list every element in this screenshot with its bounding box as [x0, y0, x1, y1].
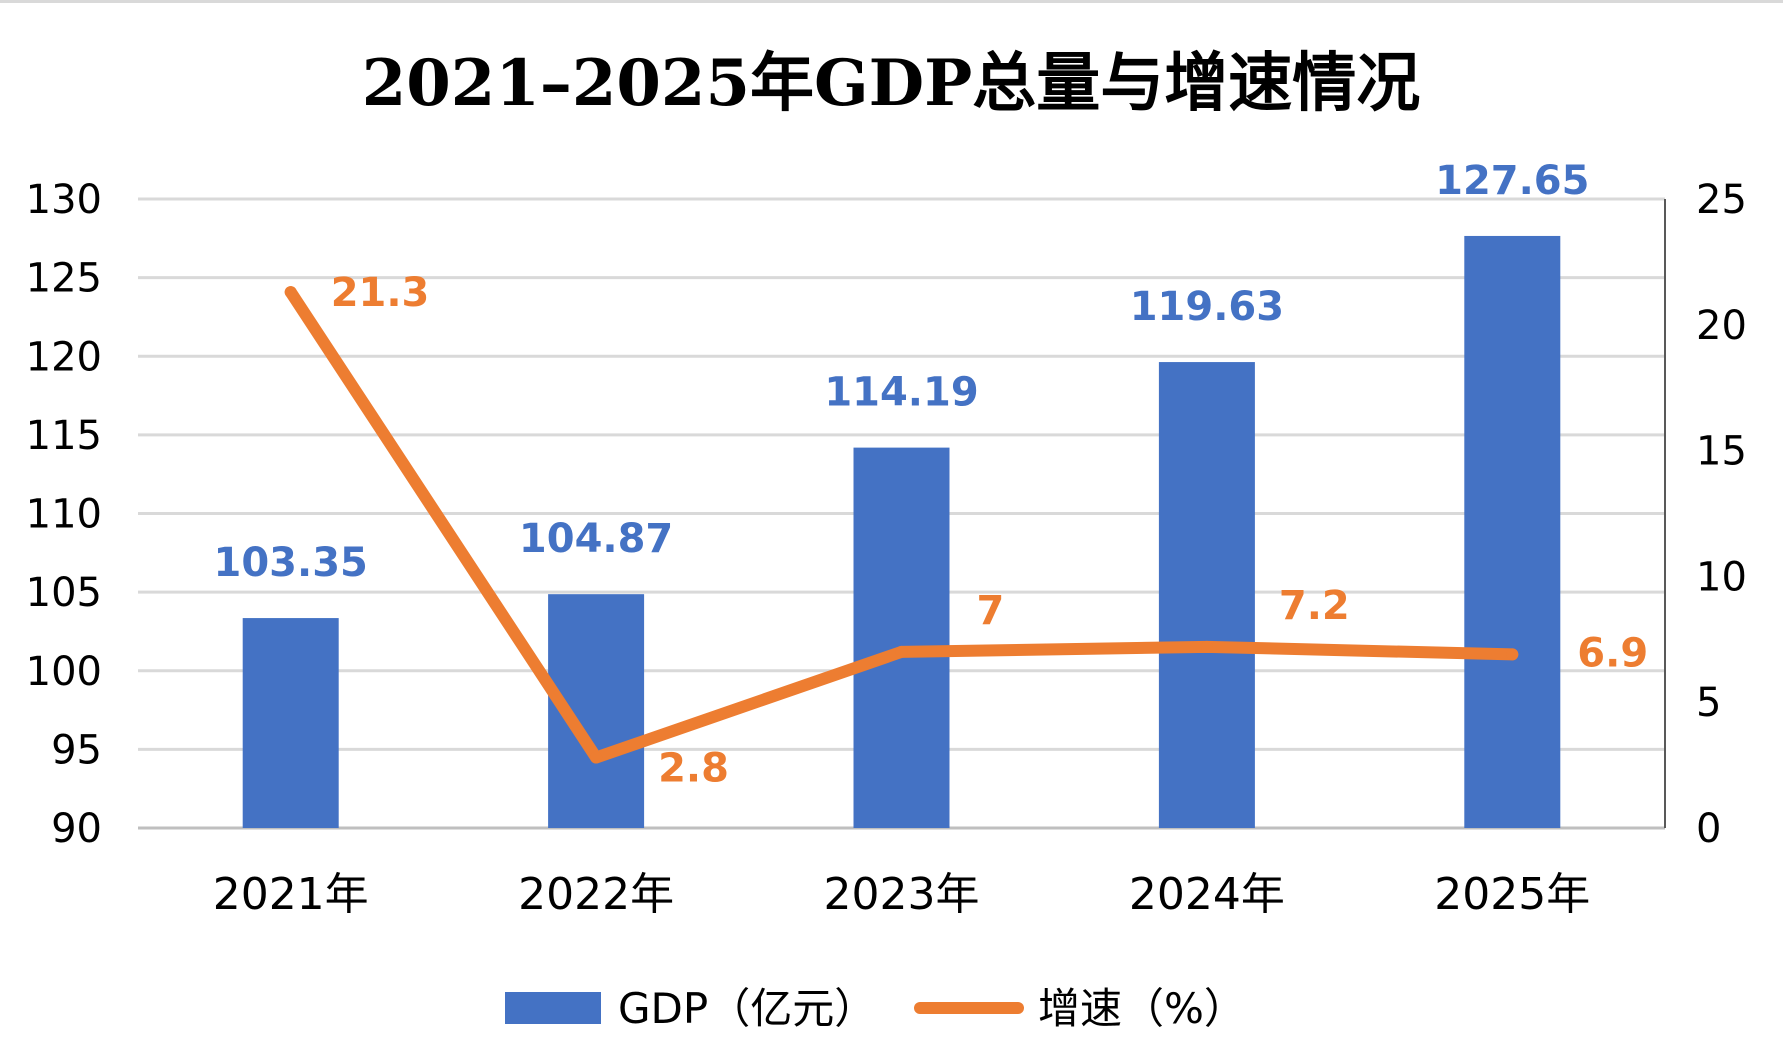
y-left-tick-label: 100 [26, 649, 102, 695]
legend-label-gdp: GDP（亿元） [618, 984, 876, 1033]
growth-point [284, 286, 297, 299]
bar-data-label: 127.65 [1435, 158, 1589, 204]
y-left-tick-label: 95 [51, 727, 102, 773]
axis-layer: 90 95 100 105 110 115 120 125 130 0 5 10 15 20 25 2021年… [26, 177, 1747, 920]
chart-svg: 2021–2025年GDP总量与增速情况 103.35104.87114.191… [26, 46, 1747, 1033]
y-right-tick-label: 0 [1696, 806, 1721, 852]
y-right-tick-label: 20 [1696, 303, 1747, 349]
y-left-tick-label: 110 [26, 492, 102, 538]
x-tick-label: 2022年 [518, 869, 674, 920]
label-layer: 103.35 104.87 114.19 119.63 127.65 21.3 2.8 7 7.… [214, 158, 1649, 792]
growth-point [895, 645, 908, 658]
bar-data-label: 119.63 [1130, 284, 1284, 330]
line-data-label: 7.2 [1279, 583, 1350, 629]
y-left-tick-label: 130 [26, 177, 102, 223]
line-layer [284, 286, 1519, 764]
y-left-tick-label: 125 [26, 256, 102, 302]
legend-swatch-gdp [505, 992, 601, 1024]
bar-data-label: 104.87 [519, 516, 673, 562]
x-tick-label: 2025年 [1434, 869, 1590, 920]
line-data-label: 2.8 [658, 746, 729, 792]
y-left-tick-label: 120 [26, 334, 102, 380]
line-data-label: 21.3 [331, 270, 430, 316]
bar-layer [242, 235, 1561, 829]
legend-label-growth: 增速（%） [1038, 984, 1246, 1033]
bar [853, 447, 950, 828]
bar [1464, 235, 1561, 829]
bar [1158, 362, 1255, 828]
line-data-label: 7 [977, 588, 1005, 634]
growth-point [1506, 648, 1519, 661]
bar [242, 618, 339, 828]
y-left-tick-label: 105 [26, 570, 102, 616]
y-left-tick-label: 90 [51, 806, 102, 852]
chart-title: 2021–2025年GDP总量与增速情况 [362, 46, 1421, 121]
y-right-tick-label: 5 [1696, 680, 1721, 726]
y-left-tick-label: 115 [26, 413, 102, 459]
legend-layer: GDP（亿元） 增速（%） [505, 984, 1246, 1033]
line-data-label: 6.9 [1577, 630, 1648, 676]
x-tick-label: 2024年 [1129, 869, 1285, 920]
x-tick-label: 2023年 [824, 869, 980, 920]
growth-point [1200, 640, 1213, 653]
y-right-tick-label: 15 [1696, 429, 1747, 475]
growth-point [590, 751, 603, 764]
bar-data-label: 103.35 [214, 540, 368, 586]
x-tick-label: 2021年 [213, 869, 369, 920]
y-right-tick-label: 25 [1696, 177, 1747, 223]
bar-data-label: 114.19 [824, 370, 978, 416]
y-right-tick-label: 10 [1696, 554, 1747, 600]
